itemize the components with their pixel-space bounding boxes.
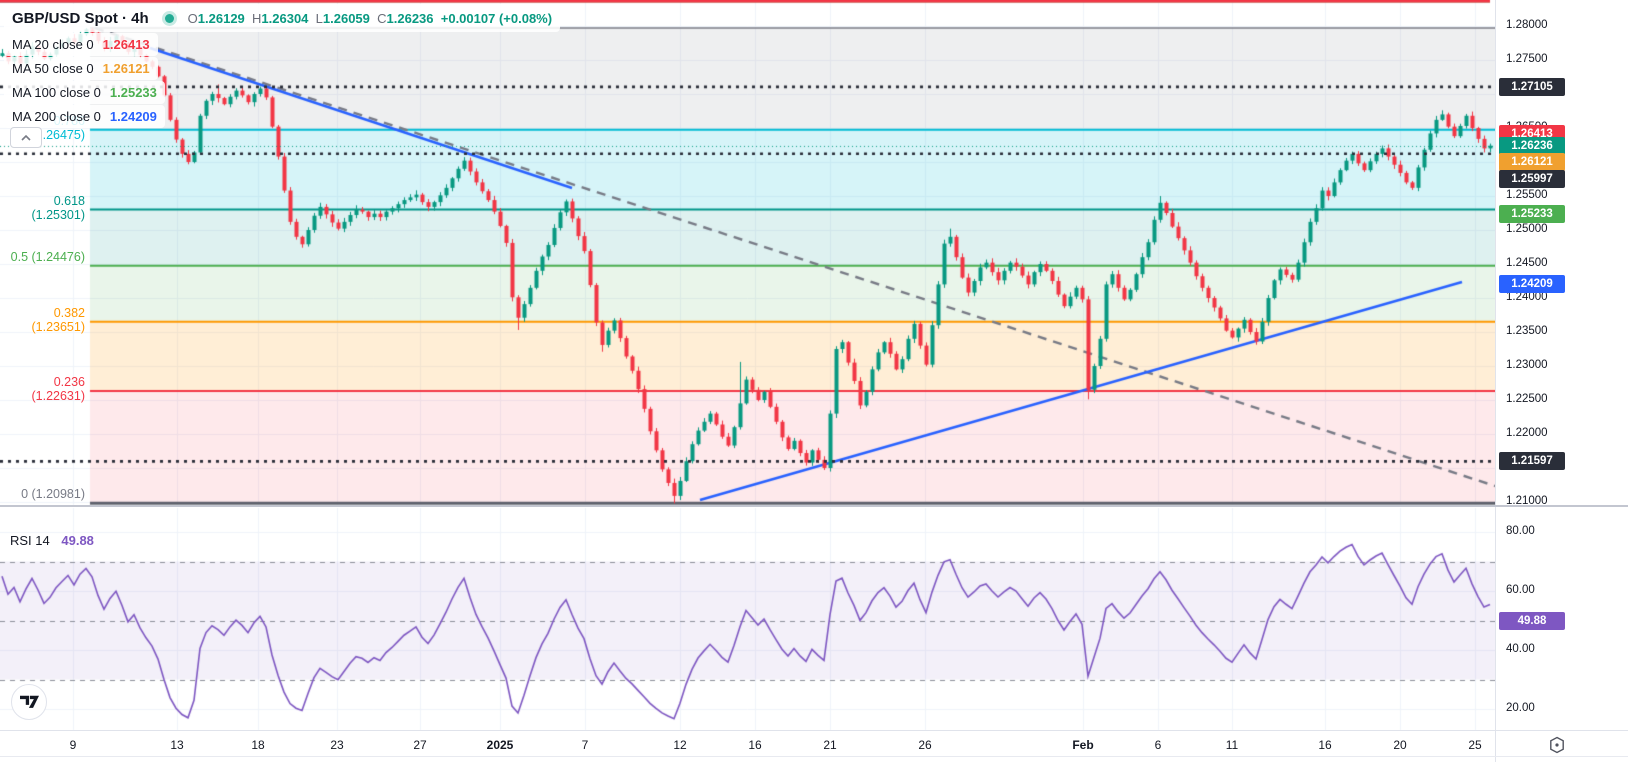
price-badge: 1.26121 bbox=[1499, 153, 1565, 171]
price-tick: 1.25000 bbox=[1506, 223, 1548, 235]
time-tick: 21 bbox=[823, 738, 837, 752]
price-badge: 1.27105 bbox=[1499, 77, 1565, 96]
rsi-tick: 80.00 bbox=[1506, 525, 1535, 537]
pane-separator[interactable] bbox=[0, 505, 1628, 507]
chart-canvas[interactable] bbox=[0, 0, 1495, 762]
ma100-label: MA 100 close 0 bbox=[12, 85, 101, 100]
indicator-row-ma20[interactable]: MA 20 close 0 1.26413 bbox=[4, 33, 158, 56]
time-tick: 13 bbox=[170, 738, 184, 752]
low-value: 1.26059 bbox=[322, 10, 370, 26]
time-tick: 11 bbox=[1225, 738, 1239, 752]
fib-level-label: 0.618 (1.25301) bbox=[31, 193, 85, 222]
time-tick: 25 bbox=[1468, 738, 1482, 752]
symbol-title: GBP/USD Spot · 4h bbox=[12, 9, 149, 27]
time-axis[interactable]: 9 13 18 23 27 2025 7 12 16 21 26 Feb 6 11 16 20 25 bbox=[0, 731, 1495, 762]
price-tick: 1.23000 bbox=[1506, 359, 1548, 371]
time-tick: 2025 bbox=[486, 738, 514, 752]
time-tick: 20 bbox=[1393, 738, 1407, 752]
time-tick: Feb bbox=[1072, 738, 1094, 752]
timezone-settings-icon[interactable] bbox=[1547, 736, 1567, 754]
tradingview-logo-icon bbox=[19, 695, 39, 708]
time-tick: 6 bbox=[1154, 738, 1162, 752]
high-value: 1.26304 bbox=[261, 10, 309, 26]
low-key: L bbox=[315, 10, 323, 26]
fib-level-label: 0.236 (1.22631) bbox=[31, 375, 85, 404]
market-status-icon bbox=[164, 13, 174, 23]
price-badge: 1.26236 bbox=[1499, 136, 1565, 155]
price-badge: 1.21597 bbox=[1499, 452, 1565, 471]
rsi-label: RSI 14 bbox=[10, 533, 50, 548]
rsi-tick: 20.00 bbox=[1506, 702, 1535, 714]
time-tick: 7 bbox=[581, 738, 589, 752]
price-tick: 1.24000 bbox=[1506, 291, 1548, 303]
indicator-row-ma100[interactable]: MA 100 close 0 1.25233 bbox=[4, 81, 165, 104]
change-value: +0.00107 (+0.08%) bbox=[440, 10, 553, 26]
ma50-label: MA 50 close 0 bbox=[12, 61, 94, 76]
time-tick: 18 bbox=[251, 738, 265, 752]
tradingview-logo[interactable] bbox=[11, 684, 47, 720]
price-tick: 1.28000 bbox=[1506, 19, 1548, 31]
price-axis[interactable]: 1.280001.275001.270001.265001.260001.255… bbox=[1496, 0, 1628, 762]
bottom-separator bbox=[0, 756, 1628, 757]
high-key: H bbox=[252, 10, 262, 26]
open-key: O bbox=[187, 10, 198, 26]
indicator-row-ma50[interactable]: MA 50 close 0 1.26121 bbox=[4, 57, 158, 80]
price-badge: 1.25997 bbox=[1499, 170, 1565, 188]
close-value: 1.26236 bbox=[386, 10, 434, 26]
price-badge: 1.24209 bbox=[1499, 274, 1565, 293]
ma50-value: 1.26121 bbox=[102, 61, 150, 76]
symbol-legend-row[interactable]: GBP/USD Spot · 4h O1.26129 H1.26304 L1.2… bbox=[4, 4, 561, 32]
price-tick: 1.21000 bbox=[1506, 495, 1548, 507]
time-tick: 16 bbox=[1318, 738, 1332, 752]
ma100-value: 1.25233 bbox=[109, 85, 157, 100]
price-tick: 1.23500 bbox=[1506, 325, 1548, 337]
price-tick: 1.24500 bbox=[1506, 257, 1548, 269]
ma20-value: 1.26413 bbox=[102, 37, 150, 52]
rsi-badge: 49.88 bbox=[1499, 611, 1565, 630]
ma200-label: MA 200 close 0 bbox=[12, 109, 101, 124]
time-tick: 23 bbox=[330, 738, 344, 752]
time-tick: 9 bbox=[69, 738, 77, 752]
fib-level-label: 0.382 (1.23651) bbox=[31, 305, 85, 334]
close-key: C bbox=[377, 10, 387, 26]
rsi-axis-separator bbox=[0, 730, 1628, 731]
ohlc-values: O1.26129 H1.26304 L1.26059 C1.26236 +0.0… bbox=[188, 11, 552, 26]
time-tick: 12 bbox=[673, 738, 687, 752]
open-value: 1.26129 bbox=[197, 10, 245, 26]
fib-level-label: 0.5 (1.24476) bbox=[10, 249, 85, 264]
time-tick: 26 bbox=[918, 738, 932, 752]
legend: GBP/USD Spot · 4h O1.26129 H1.26304 L1.2… bbox=[4, 4, 561, 129]
price-tick: 1.22000 bbox=[1506, 427, 1548, 439]
rsi-legend-row[interactable]: RSI 14 49.88 bbox=[10, 533, 94, 548]
price-badge: 1.25233 bbox=[1499, 205, 1565, 224]
fib-level-label: 0 (1.20981) bbox=[21, 487, 85, 502]
legend-collapse-button[interactable] bbox=[10, 127, 42, 148]
axis-separator bbox=[1495, 0, 1496, 762]
rsi-tick: 60.00 bbox=[1506, 584, 1535, 596]
ma20-label: MA 20 close 0 bbox=[12, 37, 94, 52]
price-tick: 1.27500 bbox=[1506, 53, 1548, 65]
price-tick: 1.22500 bbox=[1506, 393, 1548, 405]
time-tick: 27 bbox=[413, 738, 427, 752]
price-tick: 1.25500 bbox=[1506, 189, 1548, 201]
indicator-row-ma200[interactable]: MA 200 close 0 1.24209 bbox=[4, 105, 165, 128]
rsi-tick: 40.00 bbox=[1506, 643, 1535, 655]
time-tick: 16 bbox=[748, 738, 762, 752]
rsi-value: 49.88 bbox=[61, 533, 94, 548]
ma200-value: 1.24209 bbox=[109, 109, 157, 124]
chevron-up-icon bbox=[21, 134, 31, 141]
